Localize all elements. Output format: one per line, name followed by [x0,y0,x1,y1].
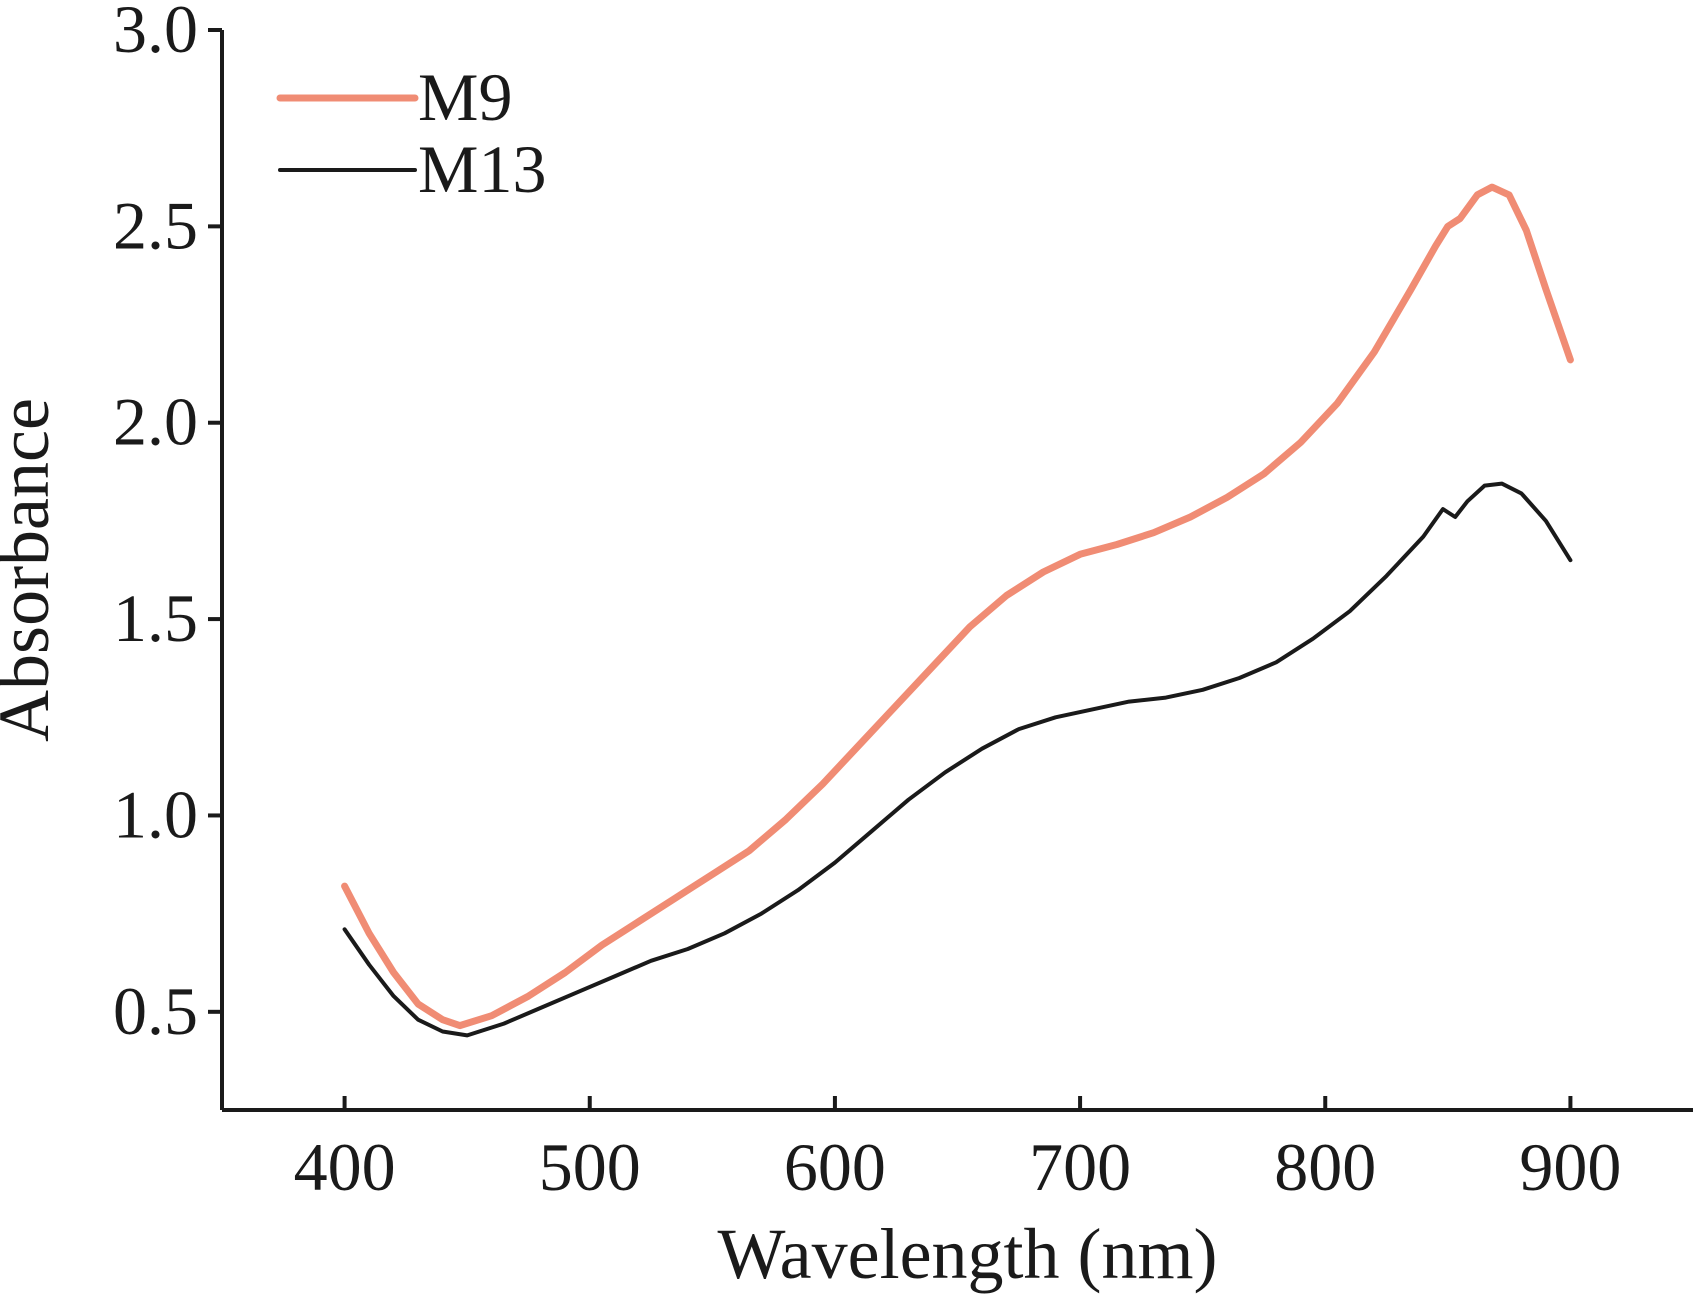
series-layer [341,183,1574,1038]
legend-label-m13: M13 [418,131,546,207]
x-tick-label-400: 400 [294,1129,396,1205]
y-tick-label-1.5: 1.5 [113,580,198,656]
y-tick-label-1: 1.0 [113,776,198,852]
x-tick-label-900: 900 [1519,1129,1621,1205]
y-tick-label-2: 2.0 [113,384,198,460]
x-ticks: 400 500 600 700 800 900 [294,1096,1621,1205]
x-tick-label-700: 700 [1029,1129,1131,1205]
legend-label-m9: M9 [418,59,512,135]
series-line-m9 [341,183,1574,1030]
y-tick-label-2.5: 2.5 [113,187,198,263]
x-tick-label-600: 600 [784,1129,886,1205]
axes [220,30,1693,1112]
y-tick-label-3: 3.0 [113,0,198,67]
y-ticks: 0.5 1.0 1.5 2.0 2.5 3.0 [113,0,222,1049]
x-tick-label-500: 500 [539,1129,641,1205]
x-tick-label-800: 800 [1274,1129,1376,1205]
series-line-m13 [342,481,1573,1038]
x-axis-title: Wavelength (nm) [717,1214,1217,1294]
y-axis-title: Absorbance [0,398,64,742]
y-tick-label-0.5: 0.5 [113,973,198,1049]
